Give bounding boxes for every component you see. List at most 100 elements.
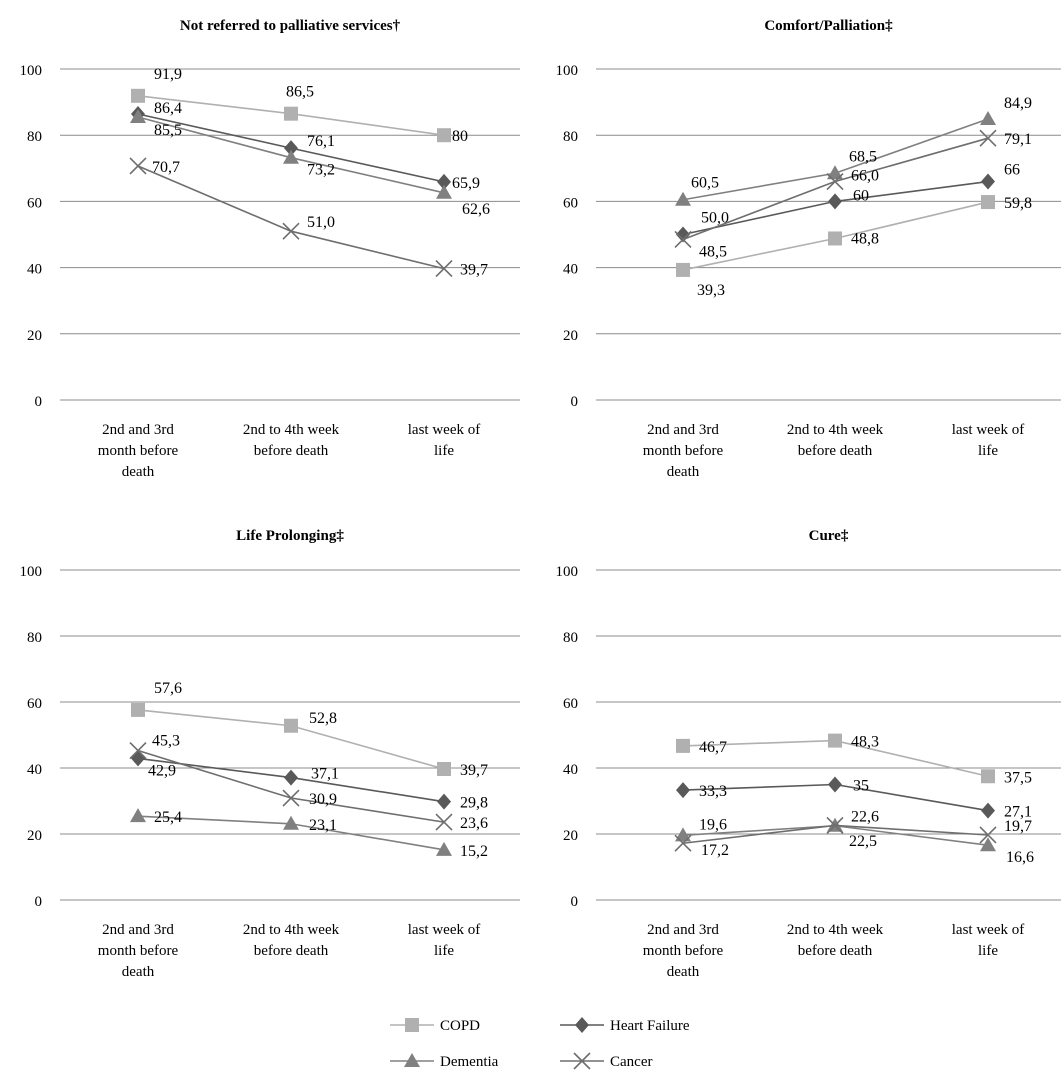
legend-label: Heart Failure <box>610 1018 690 1034</box>
data-label: 19,6 <box>699 816 727 833</box>
x-tick-label: 2nd and 3rd month before death <box>643 922 724 980</box>
data-point <box>676 782 690 799</box>
data-label: 42,9 <box>148 762 176 779</box>
chart-panel: Comfort/Palliation‡ 0 20 40 60 80 100 2nd and 3… <box>556 18 1061 480</box>
data-point <box>130 808 146 823</box>
y-tick-label: 100 <box>20 63 43 79</box>
data-point <box>437 761 451 776</box>
data-point <box>435 813 453 831</box>
chart-panel: Cure‡ 0 20 40 60 80 100 2nd and 3rd month before… <box>556 528 1061 980</box>
data-label: 91,9 <box>154 66 182 83</box>
data-label: 65,9 <box>452 175 480 192</box>
chart-title: Cure‡ <box>809 528 849 544</box>
data-label: 45,3 <box>152 733 180 750</box>
chart-title: Comfort/Palliation‡ <box>764 18 893 34</box>
data-label: 48,3 <box>851 734 879 751</box>
series-line <box>137 165 445 270</box>
x-tick-label: last week of life <box>408 922 480 959</box>
data-label: 29,8 <box>460 795 488 812</box>
y-tick-label: 100 <box>20 564 43 580</box>
data-point <box>437 128 451 143</box>
data-label: 15,2 <box>460 843 488 860</box>
data-label: 23,6 <box>460 815 488 832</box>
y-tick-label: 80 <box>27 129 42 145</box>
legend-marker <box>405 1018 419 1032</box>
legend-item: Heart Failure <box>560 1017 690 1034</box>
data-point <box>129 741 147 760</box>
y-tick-label: 80 <box>563 630 578 646</box>
data-label: 23,1 <box>309 817 337 834</box>
data-point <box>284 140 298 157</box>
x-tick-label: 2nd and 3rd month before death <box>98 422 179 480</box>
y-tick-label: 100 <box>556 63 579 79</box>
data-label: 37,5 <box>1004 769 1032 786</box>
series-copd: 46,7 48,3 37,5 <box>676 733 1032 786</box>
data-label: 80 <box>452 128 468 145</box>
data-point <box>826 816 844 834</box>
legend-marker <box>573 1052 591 1070</box>
data-point <box>284 106 298 121</box>
data-point <box>284 718 298 733</box>
legend-item: Cancer <box>560 1052 652 1070</box>
series-heart-failure: 33,3 35 27,1 <box>676 776 1032 821</box>
data-label: 16,6 <box>1006 849 1034 866</box>
x-tick-label: 2nd to 4th week before death <box>787 422 884 459</box>
data-label: 86,5 <box>286 84 314 101</box>
data-label: 59,8 <box>1004 195 1032 212</box>
data-label: 51,0 <box>307 214 335 231</box>
data-point <box>980 837 996 852</box>
data-label: 39,3 <box>697 282 725 299</box>
chart-panel: Life Prolonging‡ 0 20 40 60 80 100 2nd and 3rd m… <box>20 528 520 980</box>
x-tick-label: 2nd and 3rd month before death <box>643 422 724 480</box>
data-point <box>826 172 844 191</box>
data-point <box>979 826 997 844</box>
data-label: 84,9 <box>1004 95 1032 112</box>
data-label: 86,4 <box>154 100 182 117</box>
data-label: 30,9 <box>309 791 337 808</box>
data-label: 85,5 <box>154 122 182 139</box>
data-label: 66 <box>1004 162 1020 179</box>
data-label: 62,6 <box>462 201 490 218</box>
series-line <box>137 749 445 823</box>
x-tick-label: 2nd to 4th week before death <box>787 922 884 959</box>
y-tick-label: 20 <box>563 328 578 344</box>
data-point <box>284 769 298 786</box>
data-point <box>131 702 145 717</box>
x-tick-label: last week of life <box>408 422 480 459</box>
y-tick-label: 0 <box>571 894 579 910</box>
legend-item: Dementia <box>390 1053 499 1070</box>
data-point <box>437 793 451 810</box>
data-label: 70,7 <box>152 159 180 176</box>
data-label: 39,7 <box>460 262 488 279</box>
data-point <box>675 191 691 206</box>
legend-marker <box>404 1053 420 1067</box>
data-point <box>674 230 692 249</box>
data-point <box>827 165 843 180</box>
y-tick-label: 40 <box>563 762 578 778</box>
data-label: 68,5 <box>849 148 877 165</box>
series-dementia: 60,5 68,5 84,9 <box>675 95 1032 206</box>
y-tick-label: 0 <box>571 394 579 410</box>
data-point <box>283 815 299 830</box>
legend: COPD Heart Failure Dementia Cancer <box>390 1017 690 1070</box>
x-tick-label: last week of life <box>952 422 1024 459</box>
data-point <box>676 262 690 277</box>
data-label: 39,7 <box>460 762 488 779</box>
data-point <box>131 88 145 103</box>
chart-panel: Not referred to palliative services† 0 20 4… <box>20 18 520 480</box>
series-dementia: 25,4 23,1 15,2 <box>130 808 488 860</box>
x-tick-label: last week of life <box>952 922 1024 959</box>
data-point <box>980 110 996 125</box>
data-label: 25,4 <box>154 809 182 826</box>
data-label: 33,3 <box>699 783 727 800</box>
series-dementia: 85,5 73,2 62,6 <box>130 108 490 218</box>
series-copd: 91,9 86,5 80 <box>131 66 468 145</box>
data-point <box>979 129 997 147</box>
data-point <box>130 108 146 123</box>
data-label: 27,1 <box>1004 804 1032 821</box>
y-tick-label: 40 <box>563 262 578 278</box>
y-tick-label: 20 <box>563 828 578 844</box>
data-point <box>435 260 453 278</box>
data-label: 57,6 <box>154 680 182 697</box>
data-label: 22,6 <box>851 808 879 825</box>
